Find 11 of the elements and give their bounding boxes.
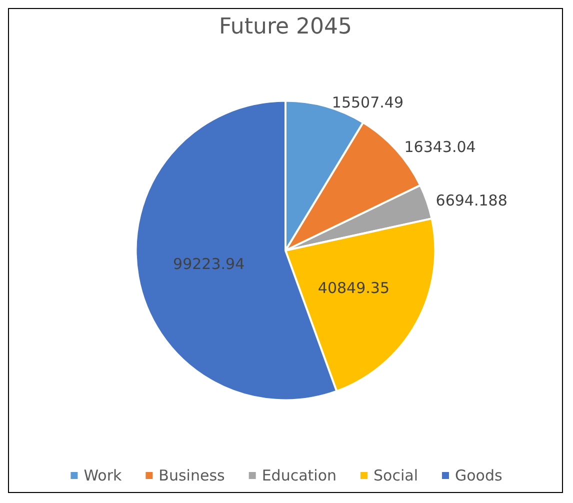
data-label: 16343.04 <box>404 138 476 156</box>
data-label: 40849.35 <box>318 279 390 298</box>
data-label: 6694.188 <box>436 191 508 210</box>
legend-label: Education <box>262 466 337 484</box>
data-label: 15507.49 <box>332 93 404 112</box>
legend-label: Work <box>84 466 122 484</box>
data-label: 99223.94 <box>173 255 245 274</box>
chart-title: Future 2045 <box>218 14 352 40</box>
legend-label: Social <box>374 466 418 484</box>
legend-label: Goods <box>454 466 502 484</box>
legend-label: Business <box>158 466 226 484</box>
